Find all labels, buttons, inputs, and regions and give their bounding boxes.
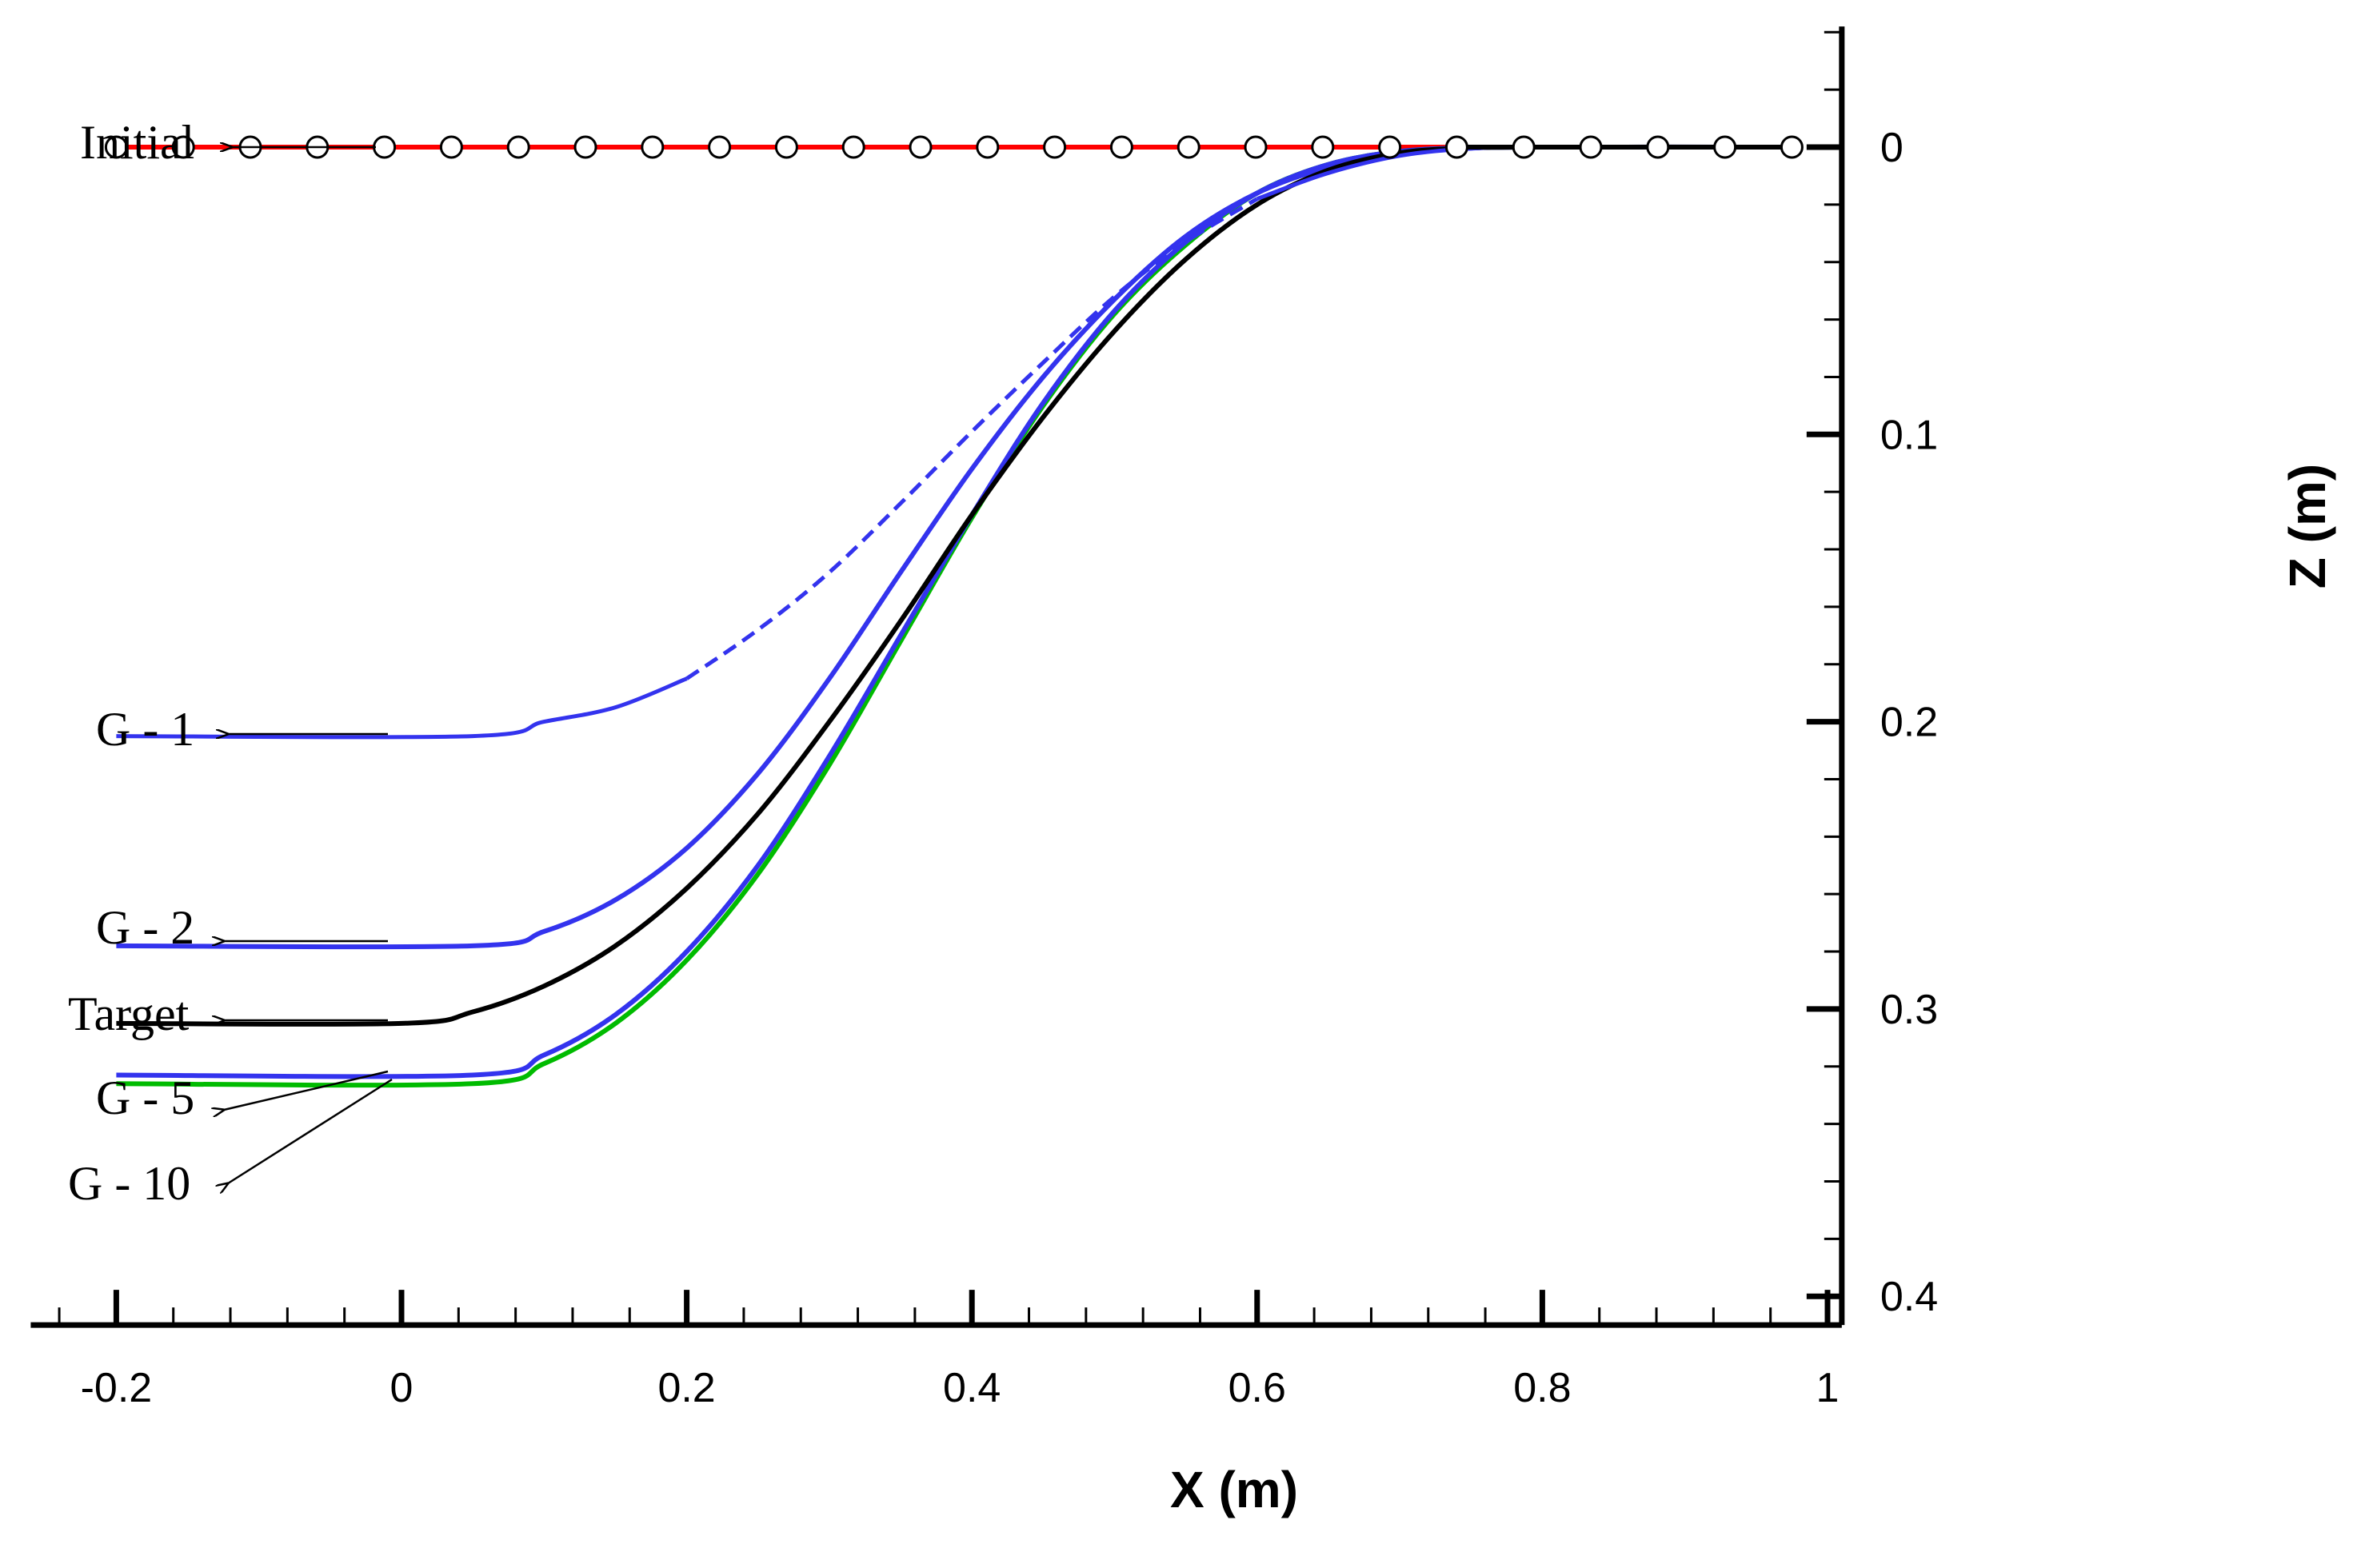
curve-labels-layer: Initial G - 1 G - 2 Target G - 5 G - 10 (68, 116, 393, 1210)
x-tick-label: 0.2 (657, 1365, 715, 1411)
curve-label-g-2: G - 2 (96, 901, 194, 954)
axes-layer: -0.2 0 0.2 0.4 0.6 0.8 1 0 0.1 0.2 0.3 0.4 (30, 26, 1938, 1411)
initial-marker (909, 135, 933, 159)
x-tick-label: 0.6 (1228, 1365, 1286, 1411)
initial-marker (171, 135, 195, 159)
initial-marker (1177, 135, 1200, 159)
initial-marker (641, 135, 665, 159)
initial-marker (573, 135, 597, 159)
initial-marker (841, 135, 865, 159)
x-tick-label: 0.4 (943, 1365, 1001, 1411)
y-tick-label: 0.2 (1880, 700, 1938, 746)
initial-marker (1109, 135, 1133, 159)
x-tick-label: 1 (1816, 1365, 1840, 1411)
y-tick-label: 0.1 (1880, 412, 1938, 458)
initial-marker (1646, 135, 1670, 159)
x-tick-label: 0 (390, 1365, 413, 1411)
initial-marker (1378, 135, 1402, 159)
series-line-g-5 (116, 144, 1792, 1079)
curve-label-initial: Initial (80, 116, 194, 169)
initial-marker (1043, 135, 1067, 159)
initial-marker (774, 135, 798, 159)
x-axis-title: X (m) (1170, 1461, 1298, 1518)
x-tick-label: -0.2 (81, 1365, 153, 1411)
series-line-g-1-dashed (685, 197, 1259, 680)
curve-label-arrow-g-5 (224, 1070, 389, 1110)
series-layer (104, 135, 1804, 1088)
curve-label-g-1: G - 1 (96, 703, 194, 756)
initial-marker (1512, 135, 1536, 159)
initial-marker (104, 135, 128, 159)
y-tick-label: 0 (1880, 125, 1904, 171)
series-line-target (116, 144, 1792, 1027)
initial-marker (1311, 135, 1335, 159)
initial-marker (1579, 135, 1603, 159)
curve-label-target: Target (68, 987, 190, 1040)
curve-label-g-10: G - 10 (68, 1157, 190, 1210)
x-tick-label: 0.8 (1513, 1365, 1571, 1411)
curve-label-arrow-g-10 (228, 1078, 393, 1183)
curve-label-g-5: G - 5 (96, 1071, 194, 1124)
y-tick-label: 0.3 (1880, 987, 1938, 1033)
series-line-g-1 (116, 676, 688, 740)
y-axis-title: Z (m) (2279, 464, 2336, 588)
y-tick-label: 0.4 (1880, 1274, 1938, 1320)
initial-marker (1780, 135, 1804, 159)
initial-marker (708, 135, 732, 159)
initial-marker (976, 135, 1000, 159)
initial-marker (1444, 135, 1468, 159)
initial-marker (1713, 135, 1737, 159)
initial-marker (1244, 135, 1268, 159)
initial-marker (373, 135, 397, 159)
initial-marker (439, 135, 463, 159)
initial-marker (506, 135, 530, 159)
